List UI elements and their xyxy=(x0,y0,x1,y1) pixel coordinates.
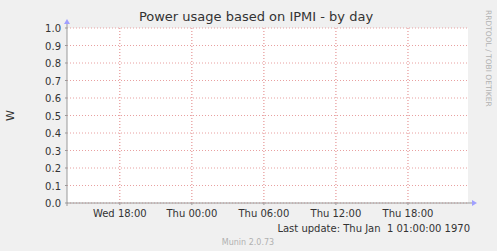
chart: 0.0 0.1 0.2 0.3 0.4 0.5 0.6 0.7 0.8 0.9 1.0 Wed 18:… xyxy=(0,0,497,251)
footer: Munin 2.0.73 xyxy=(222,238,274,247)
last-update: Last update: Thu Jan 1 01:00:00 1970 xyxy=(277,223,470,234)
tick-label: 0.3 xyxy=(45,146,61,157)
grid-line xyxy=(407,28,408,203)
y-axis xyxy=(67,22,68,206)
grid-line xyxy=(335,28,336,203)
tick-label: 0.1 xyxy=(45,181,61,192)
tick-label: 0.6 xyxy=(45,93,61,104)
tick-label: 0.0 xyxy=(45,198,61,209)
tick-label: 1.0 xyxy=(45,23,61,34)
y-axis-label: W xyxy=(4,110,17,121)
grid-line xyxy=(67,63,468,64)
tick-label: Thu 00:00 xyxy=(165,208,217,219)
axis-arrow xyxy=(64,19,70,24)
grid-line xyxy=(119,28,120,203)
tick-label: Thu 12:00 xyxy=(310,208,362,219)
grid-line xyxy=(191,28,192,203)
grid-line xyxy=(67,168,468,169)
side-label: RRDTOOL / TOBI OETIKER xyxy=(484,10,493,107)
tick-label: Wed 18:00 xyxy=(93,208,147,219)
background xyxy=(0,0,497,251)
x-axis xyxy=(67,203,474,204)
tick-label: Thu 18:00 xyxy=(382,208,434,219)
tick-label: 0.2 xyxy=(45,163,61,174)
grid-line xyxy=(67,150,468,151)
tick-label: 0.4 xyxy=(45,128,61,139)
tick-label: 0.5 xyxy=(45,111,61,122)
grid-line xyxy=(67,80,468,81)
plot-area xyxy=(67,28,468,203)
grid-line xyxy=(67,45,468,46)
tick-label: Thu 06:00 xyxy=(238,208,290,219)
grid-line xyxy=(263,28,264,203)
grid-line xyxy=(67,185,468,186)
axis-arrow xyxy=(472,200,477,206)
tick-label: 0.8 xyxy=(45,58,61,69)
tick-label: 0.7 xyxy=(45,76,61,87)
title: Power usage based on IPMI - by day xyxy=(139,9,373,24)
tick-label: 0.9 xyxy=(45,41,61,52)
